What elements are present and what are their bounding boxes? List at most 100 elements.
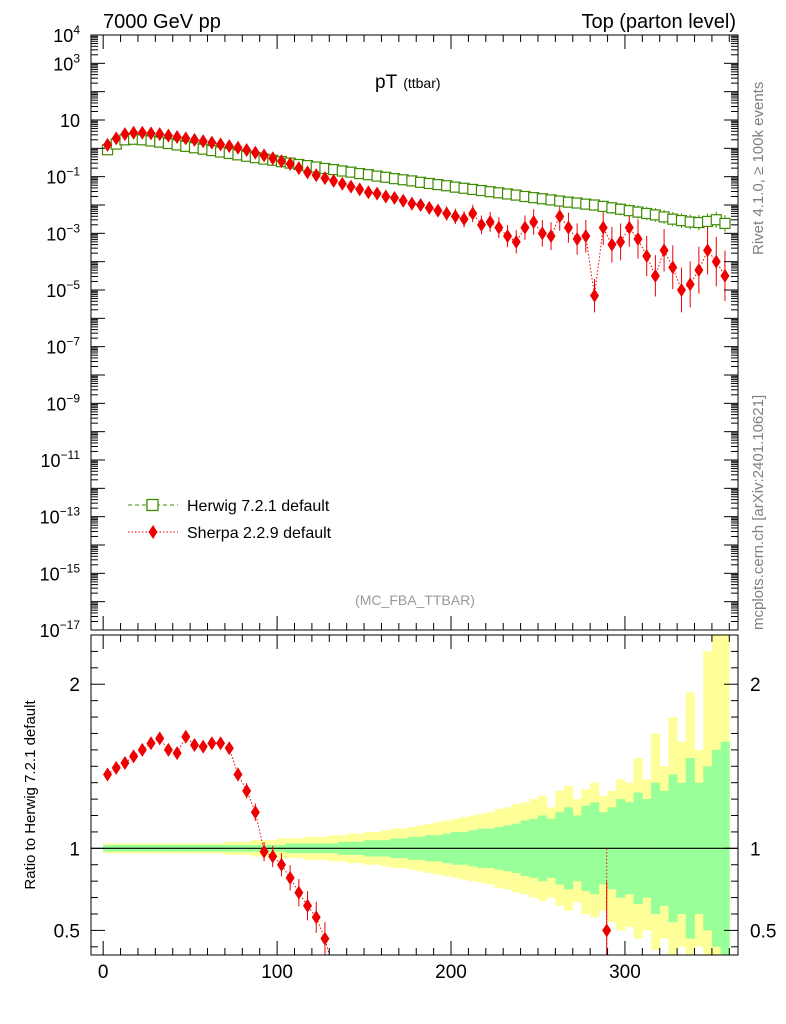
ratio-point xyxy=(111,760,121,775)
legend-marker-herwig xyxy=(146,498,159,512)
sherpa-point xyxy=(129,125,139,140)
sherpa-point xyxy=(694,263,704,278)
ratio-y-tick-label-right: 2 xyxy=(750,675,761,696)
sherpa-point xyxy=(181,131,191,146)
sherpa-point xyxy=(155,127,165,142)
sherpa-point xyxy=(468,206,478,221)
sherpa-point xyxy=(294,161,304,176)
ratio-y-ticks: 2 2 1 1 0.5 0.5 xyxy=(54,650,776,948)
sherpa-point xyxy=(650,268,660,283)
ratio-x-tick-label: 200 xyxy=(435,962,467,983)
ratio-point xyxy=(181,729,191,744)
ratio-point xyxy=(276,857,286,872)
legend-marker-sherpa xyxy=(148,525,158,539)
sherpa-point xyxy=(120,127,130,142)
sherpa-point xyxy=(311,168,321,183)
sherpa-point xyxy=(146,126,156,141)
sherpa-point xyxy=(320,171,330,186)
sherpa-point xyxy=(476,217,486,232)
ratio-point xyxy=(198,739,208,754)
sherpa-point xyxy=(207,135,217,150)
sherpa-point xyxy=(398,193,408,208)
ratio-x-tick-label: 100 xyxy=(261,962,293,983)
sherpa-point xyxy=(268,151,278,166)
main-markers xyxy=(101,125,731,303)
ratio-point xyxy=(233,767,243,782)
legend-label-herwig: Herwig 7.2.1 default xyxy=(187,498,330,515)
plot-title: pT (ttbar) xyxy=(375,72,441,93)
ratio-point xyxy=(216,736,226,751)
main-y-tick-label: 10−1 xyxy=(46,165,80,188)
legend-entry-sherpa: Sherpa 2.2.9 default xyxy=(128,525,332,542)
legend-label-sherpa: Sherpa 2.2.9 default xyxy=(187,525,332,542)
rivet-label: Rivet 4.1.0, ≥ 100k events xyxy=(750,82,767,255)
sherpa-point xyxy=(494,220,504,235)
sherpa-point xyxy=(442,206,452,221)
sherpa-point xyxy=(329,173,339,188)
sherpa-point xyxy=(590,288,600,303)
ratio-point xyxy=(120,756,130,770)
ratio-point xyxy=(303,898,313,913)
ratio-point xyxy=(103,767,113,782)
sherpa-point xyxy=(103,137,113,152)
herwig-point xyxy=(719,217,731,230)
main-y-tick-label: 10−5 xyxy=(46,278,80,301)
sherpa-point xyxy=(137,125,147,140)
sherpa-point xyxy=(459,212,469,227)
sherpa-point xyxy=(216,137,226,152)
sherpa-point xyxy=(711,254,721,269)
sherpa-point xyxy=(259,148,269,163)
ratio-point xyxy=(285,870,295,885)
ratio-point xyxy=(172,746,182,761)
sherpa-point xyxy=(642,249,652,263)
sherpa-point xyxy=(416,198,426,212)
main-panel: 104 103 10 10−1 10−3 10−5 10−7 10−9 10−11 10−13 10… xyxy=(40,23,739,641)
ratio-point xyxy=(259,844,269,859)
ratio-y-tick-label: 2 xyxy=(69,675,80,696)
sherpa-point xyxy=(598,220,608,235)
main-y-tick-label: 10−7 xyxy=(46,335,80,358)
ratio-point xyxy=(242,783,252,798)
ratio-markers xyxy=(103,729,612,946)
sherpa-point xyxy=(355,182,365,197)
ratio-x-tick-label: 0 xyxy=(98,962,109,983)
ratio-y-label: Ratio to Herwig 7.2.1 default xyxy=(22,700,39,890)
sherpa-point xyxy=(372,186,382,201)
legend: Herwig 7.2.1 default Sherpa 2.2.9 defaul… xyxy=(128,498,332,542)
sherpa-point xyxy=(659,243,669,258)
main-y-tick-label: 10−15 xyxy=(40,561,81,584)
main-y-tick-label: 10−13 xyxy=(40,505,81,528)
ratio-point xyxy=(320,931,330,946)
ratio-x-ticks: 0 100 200 300 xyxy=(98,635,730,983)
ratio-point xyxy=(163,742,173,757)
main-y-tick-label: 10−3 xyxy=(46,221,80,244)
sherpa-point xyxy=(172,130,182,144)
plot-title-sub: (ttbar) xyxy=(403,75,440,91)
main-frame xyxy=(90,34,739,631)
mcplots-label: mcplots.cern.ch [arXiv:2401.10621] xyxy=(750,395,767,630)
sherpa-point xyxy=(503,229,513,244)
ratio-point xyxy=(268,849,278,864)
sherpa-point xyxy=(346,179,356,194)
main-errorbars xyxy=(107,131,726,313)
ratio-point xyxy=(250,805,260,820)
sherpa-point xyxy=(685,277,695,292)
sherpa-point xyxy=(520,220,530,235)
sherpa-point xyxy=(389,190,399,205)
ratio-y-tick-label: 0.5 xyxy=(54,921,80,942)
ratio-point xyxy=(146,736,156,751)
sherpa-point xyxy=(581,229,591,244)
sherpa-point xyxy=(233,140,243,155)
sherpa-point xyxy=(303,165,313,180)
sherpa-point xyxy=(450,209,460,224)
sherpa-point xyxy=(337,176,347,191)
sherpa-point xyxy=(407,196,417,211)
sherpa-point xyxy=(546,229,556,244)
ratio-point xyxy=(311,910,321,925)
sherpa-point xyxy=(633,232,643,246)
header-right: Top (parton level) xyxy=(581,11,736,33)
main-y-tick-label: 10−17 xyxy=(40,618,81,641)
main-y-ticks: 104 103 10 10−1 10−3 10−5 10−7 10−9 10−11 10−13 10… xyxy=(40,23,738,641)
sherpa-point xyxy=(485,215,495,229)
